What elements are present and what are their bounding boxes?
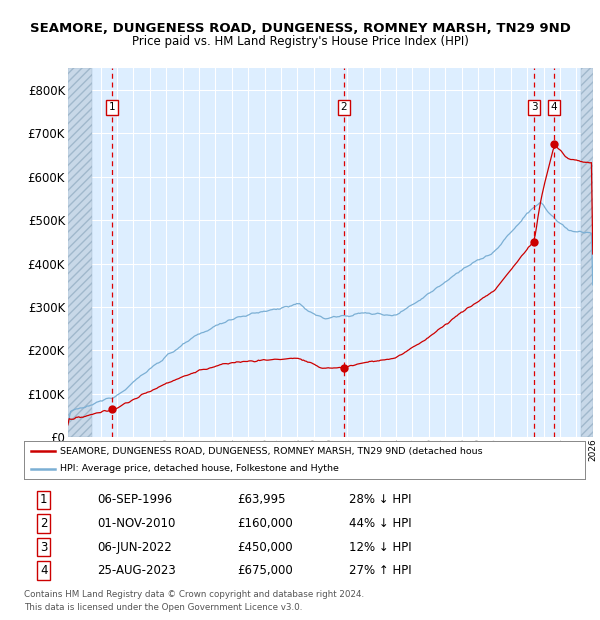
Text: Contains HM Land Registry data © Crown copyright and database right 2024.
This d: Contains HM Land Registry data © Crown c…: [24, 590, 364, 612]
Text: 4: 4: [40, 564, 47, 577]
Text: 12% ↓ HPI: 12% ↓ HPI: [349, 541, 412, 554]
Text: SEAMORE, DUNGENESS ROAD, DUNGENESS, ROMNEY MARSH, TN29 9ND (detached hous: SEAMORE, DUNGENESS ROAD, DUNGENESS, ROMN…: [61, 447, 483, 456]
Text: HPI: Average price, detached house, Folkestone and Hythe: HPI: Average price, detached house, Folk…: [61, 464, 340, 473]
Text: 3: 3: [40, 541, 47, 554]
Text: 25-AUG-2023: 25-AUG-2023: [97, 564, 176, 577]
Text: £675,000: £675,000: [237, 564, 293, 577]
Text: £450,000: £450,000: [237, 541, 293, 554]
Text: £63,995: £63,995: [237, 494, 286, 507]
Text: 1: 1: [109, 102, 115, 112]
Text: 1: 1: [40, 494, 47, 507]
Text: SEAMORE, DUNGENESS ROAD, DUNGENESS, ROMNEY MARSH, TN29 9ND: SEAMORE, DUNGENESS ROAD, DUNGENESS, ROMN…: [29, 22, 571, 35]
Text: £160,000: £160,000: [237, 517, 293, 530]
Text: 44% ↓ HPI: 44% ↓ HPI: [349, 517, 412, 530]
Text: 3: 3: [531, 102, 538, 112]
Text: 27% ↑ HPI: 27% ↑ HPI: [349, 564, 412, 577]
Text: 06-JUN-2022: 06-JUN-2022: [97, 541, 172, 554]
Text: Price paid vs. HM Land Registry's House Price Index (HPI): Price paid vs. HM Land Registry's House …: [131, 35, 469, 48]
Text: 2: 2: [40, 517, 47, 530]
Text: 01-NOV-2010: 01-NOV-2010: [97, 517, 175, 530]
Text: 06-SEP-1996: 06-SEP-1996: [97, 494, 172, 507]
Text: 28% ↓ HPI: 28% ↓ HPI: [349, 494, 412, 507]
Text: 2: 2: [341, 102, 347, 112]
Text: 4: 4: [551, 102, 557, 112]
